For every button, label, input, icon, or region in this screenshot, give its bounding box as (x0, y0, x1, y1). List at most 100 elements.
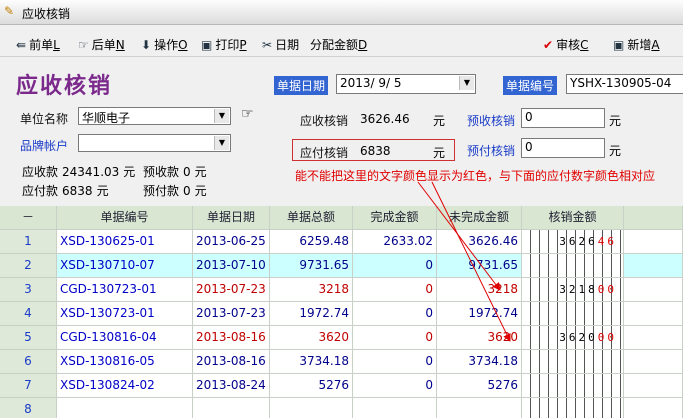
cell-total (270, 398, 353, 418)
cell-verify[interactable] (522, 374, 624, 398)
cell-no: 7 (0, 374, 57, 398)
cell-blank (624, 254, 683, 278)
cell-total: 5276 (270, 374, 353, 398)
prepay-value: 0 (525, 140, 533, 154)
cell-doc (57, 398, 193, 418)
button-label: 新增 (627, 38, 652, 52)
pick-icon[interactable]: ☞ (241, 106, 254, 122)
button-icon: ✔ (543, 38, 554, 52)
highlight-box (292, 139, 455, 161)
button-label: 审核 (556, 38, 581, 52)
button-label: 前单 (29, 38, 54, 52)
receivable-unit: 元 (433, 114, 446, 128)
prereceive-input[interactable]: 0 (521, 108, 605, 128)
button-icon: ▣ (201, 38, 213, 52)
cell-done: 0 (353, 374, 437, 398)
cell-blank (624, 278, 683, 302)
column-header: 单据日期 (193, 206, 270, 230)
cell-verify[interactable]: 362646 (522, 230, 624, 254)
balance-label: 预付款 (143, 184, 180, 198)
cell-undone: 3734.18 (437, 350, 522, 374)
toolbar-button[interactable]: ✂ 日期 (262, 36, 299, 53)
unit-value: 华顺电子 (82, 111, 131, 125)
app-icon: ✎ (4, 4, 15, 18)
dropdown-button[interactable]: ▼ (459, 76, 474, 90)
cell-verify[interactable]: 362000 (522, 326, 624, 350)
cell-done: 0 (353, 278, 437, 302)
column-header: 未完成金额 (437, 206, 522, 230)
balance-unit: 元 (194, 184, 207, 198)
prepay-input[interactable]: 0 (521, 138, 605, 158)
cell-done: 0 (353, 350, 437, 374)
column-header: 单据总额 (270, 206, 353, 230)
balance: 应付款 6838 元 (22, 182, 113, 199)
cell-doc: XSD-130816-05 (57, 350, 193, 374)
verify-digits: 362646 (559, 230, 617, 253)
cell-undone: 3218 (437, 278, 522, 302)
balance-unit: 元 (194, 165, 207, 179)
payable-value: 6838 (360, 144, 391, 158)
cell-doc: XSD-130824-02 (57, 374, 193, 398)
verify-digits: 321800 (559, 278, 617, 301)
verify-decimal: 00 (597, 283, 617, 296)
cell-total: 1972.74 (270, 302, 353, 326)
cell-verify[interactable] (522, 302, 624, 326)
cell-undone: 1972.74 (437, 302, 522, 326)
cell-done: 0 (353, 326, 437, 350)
number-input[interactable]: YSHX-130905-04 (566, 74, 683, 94)
balance-value: 0 (183, 184, 191, 198)
balance: 预付款 0 元 (143, 182, 211, 199)
prereceive-value: 0 (525, 110, 533, 124)
button-label: 分配金额 (310, 38, 359, 52)
cell-verify[interactable] (522, 254, 624, 278)
cell-doc: CGD-130723-01 (57, 278, 193, 302)
receivable-label: 应收核销 (300, 114, 349, 128)
cell-date: 2013-07-23 (193, 302, 270, 326)
balance-value: 0 (183, 165, 191, 179)
data-grid: －单据编号 单据日期 单据总额 完成金额 未完成金额 核销金额 1 XSD-130625-01… (0, 206, 683, 418)
verify-digits: 362000 (559, 326, 617, 349)
cell-date: 2013-07-10 (193, 254, 270, 278)
button-label: 操作 (154, 38, 179, 52)
dropdown-button[interactable]: ▼ (214, 136, 229, 150)
cell-doc: XSD-130723-01 (57, 302, 193, 326)
toolbar-button[interactable]: ⇚ 前单L (16, 36, 60, 53)
cell-no: 6 (0, 350, 57, 374)
balance-value: 24341.03 (62, 165, 120, 179)
verify-decimal: 46 (597, 235, 617, 248)
cell-total: 3734.18 (270, 350, 353, 374)
cell-date: 2013-08-24 (193, 374, 270, 398)
toolbar-button[interactable]: ⬇ 操作O (141, 36, 188, 53)
prepay-unit: 元 (609, 144, 622, 158)
cell-done: 0 (353, 254, 437, 278)
cell-doc: XSD-130710-07 (57, 254, 193, 278)
hotkey: N (115, 38, 125, 52)
annotation: 能不能把这里的文字颜色显示为红色，与下面的应付数字颜色相对应 (295, 169, 656, 183)
receivable-value: 3626.46 (360, 112, 410, 126)
brand-select[interactable]: ▼ (78, 134, 231, 152)
dropdown-button[interactable]: ▼ (214, 109, 229, 123)
cell-verify[interactable] (522, 398, 624, 418)
date-select[interactable]: 2013/ 9/ 5 ▼ (336, 74, 476, 94)
toolbar-button[interactable]: ✔ 审核C (543, 36, 588, 53)
title-bar: ✎ 应收核销 (0, 0, 683, 25)
cell-verify[interactable] (522, 350, 624, 374)
date-label: 单据日期 (274, 76, 329, 95)
cell-no: 4 (0, 302, 57, 326)
verify-decimal: 00 (597, 331, 617, 344)
unit-select[interactable]: 华顺电子 ▼ (78, 107, 231, 125)
cell-verify[interactable]: 321800 (522, 278, 624, 302)
cell-no: 8 (0, 398, 57, 418)
verify-integer: 3620 (559, 331, 598, 344)
toolbar-button[interactable]: ☞ 后单N (78, 36, 125, 53)
toolbar-button[interactable]: ▣ 打印P (201, 36, 247, 53)
cell-date: 2013-08-16 (193, 326, 270, 350)
button-icon: ⬇ (141, 38, 152, 52)
toolbar-button[interactable]: ▣ 新增A (613, 36, 660, 53)
payable-label: 应付核销 (300, 146, 349, 160)
toolbar-button[interactable]: 分配金额D (310, 36, 367, 53)
date-value: 2013/ 9/ 5 (340, 76, 402, 90)
button-icon: ✂ (262, 38, 273, 52)
form-title: 应收核销 (16, 74, 113, 99)
